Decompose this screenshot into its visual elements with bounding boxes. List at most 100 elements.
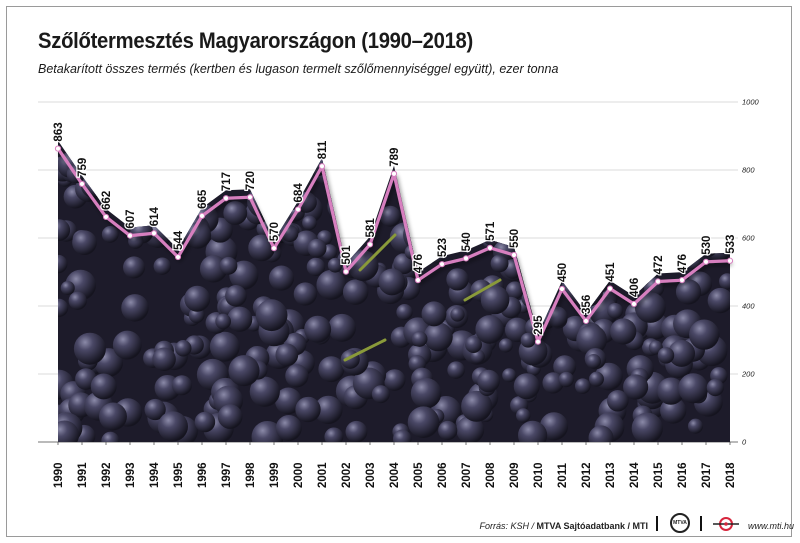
chart-subtitle: Betakarított összes termés (kertben és l… [38, 62, 559, 76]
data-point [102, 213, 110, 221]
data-point [222, 195, 230, 202]
x-tick-label: 1994 [149, 462, 161, 488]
chart-title: Szőlőtermesztés Magyarországon (1990–201… [38, 28, 474, 53]
data-point [78, 180, 86, 188]
data-point [510, 251, 518, 259]
data-point [54, 145, 62, 152]
x-tick-label: 2001 [317, 462, 329, 488]
data-label: 450 [557, 263, 569, 282]
mti-logo-icon [713, 517, 739, 531]
data-point [558, 285, 566, 293]
data-label: 501 [341, 245, 353, 265]
data-label: 720 [245, 171, 257, 190]
x-tick-label: 1992 [101, 462, 113, 488]
website-url: www.mti.hu [748, 521, 795, 531]
series-line [54, 145, 734, 345]
footer: Forrás: KSH / MTVA Sajtóadatbank / MTI M… [0, 512, 800, 536]
x-tick-label: 2005 [413, 462, 425, 488]
x-tick-label: 2004 [389, 462, 401, 488]
data-label: 581 [365, 218, 377, 238]
data-labels: 863 759 662 607 614 544 665 717 720 570 684 811 501 5… [52, 121, 738, 336]
data-point [270, 245, 278, 252]
data-label: 571 [485, 221, 497, 241]
x-tick-label: 1990 [53, 462, 65, 488]
data-point [414, 277, 422, 284]
source-credit: Forrás: KSH / MTVA Sajtóadatbank / MTI [479, 521, 648, 531]
data-label: 789 [389, 148, 401, 167]
data-label: 759 [77, 158, 89, 177]
data-label: 544 [173, 230, 185, 250]
data-label: 295 [533, 315, 545, 335]
x-tick-label: 2008 [485, 462, 497, 488]
data-label: 863 [53, 122, 65, 141]
data-label: 540 [461, 232, 473, 251]
data-label: 717 [221, 172, 233, 191]
x-tick-label: 2010 [533, 462, 545, 488]
data-label: 533 [725, 235, 737, 254]
source-prefix: Forrás: KSH / [479, 521, 537, 531]
x-tick-label: 1998 [245, 462, 257, 488]
x-tick-label: 1997 [221, 462, 233, 488]
mtva-logo: MTVA [670, 513, 690, 533]
data-point [246, 194, 254, 201]
data-label: 476 [677, 254, 689, 273]
x-tick-label: 2012 [581, 462, 593, 488]
y-tick-label: 600 [742, 234, 755, 243]
data-point [294, 206, 302, 213]
data-label: 665 [197, 189, 209, 209]
data-label: 811 [317, 140, 329, 159]
y-tick-label: 800 [742, 166, 755, 175]
grape-cluster [58, 140, 730, 442]
data-label: 684 [293, 183, 305, 203]
data-point [438, 261, 446, 268]
data-point [366, 241, 374, 248]
x-tick-label: 2014 [629, 462, 641, 488]
data-label: 476 [413, 254, 425, 273]
y-tick-label: 200 [741, 370, 755, 379]
data-label: 662 [101, 191, 113, 210]
x-tick-label: 2007 [461, 462, 473, 488]
data-point [534, 338, 542, 345]
y-tick-label: 400 [742, 302, 755, 311]
x-tick-label: 2018 [725, 462, 737, 488]
data-label: 451 [605, 262, 617, 282]
x-tick-label: 2000 [293, 462, 305, 488]
data-label: 550 [509, 229, 521, 248]
data-point [630, 300, 638, 308]
x-tick-label: 2002 [341, 462, 353, 488]
x-tick-label: 2013 [605, 462, 617, 488]
x-tick-label: 1991 [77, 462, 89, 488]
x-tick-label: 2011 [557, 462, 569, 488]
data-label: 406 [629, 278, 641, 297]
separator [656, 516, 658, 531]
data-point [318, 163, 326, 170]
data-point [198, 212, 206, 219]
x-tick-label: 1996 [197, 462, 209, 488]
x-tick-label: 1995 [173, 462, 185, 488]
data-label: 356 [581, 295, 593, 314]
data-point [390, 170, 398, 177]
grape-photo-background [58, 140, 730, 442]
data-point [342, 268, 350, 275]
data-point [462, 255, 470, 262]
x-tick-label: 2017 [701, 462, 713, 488]
data-point [606, 285, 614, 292]
y-tick-label: 1000 [742, 98, 760, 107]
data-label: 607 [125, 209, 137, 228]
x-tick-label: 1999 [269, 462, 281, 488]
source-bank: MTVA Sajtóadatbank / MTI [536, 521, 648, 531]
data-label: 614 [149, 206, 161, 226]
data-label: 570 [269, 222, 281, 241]
y-axis: 0 200 400 600 800 1000 [741, 98, 760, 447]
data-point [726, 257, 734, 264]
data-label: 523 [437, 238, 449, 257]
data-point [174, 253, 182, 261]
x-tick-label: 1993 [125, 462, 137, 488]
y-tick-label: 0 [742, 438, 747, 447]
data-point [582, 317, 590, 325]
data-label: 530 [701, 236, 713, 255]
x-tick-label: 2003 [365, 462, 377, 488]
x-tick-label: 2016 [677, 462, 689, 488]
data-point [678, 277, 686, 284]
